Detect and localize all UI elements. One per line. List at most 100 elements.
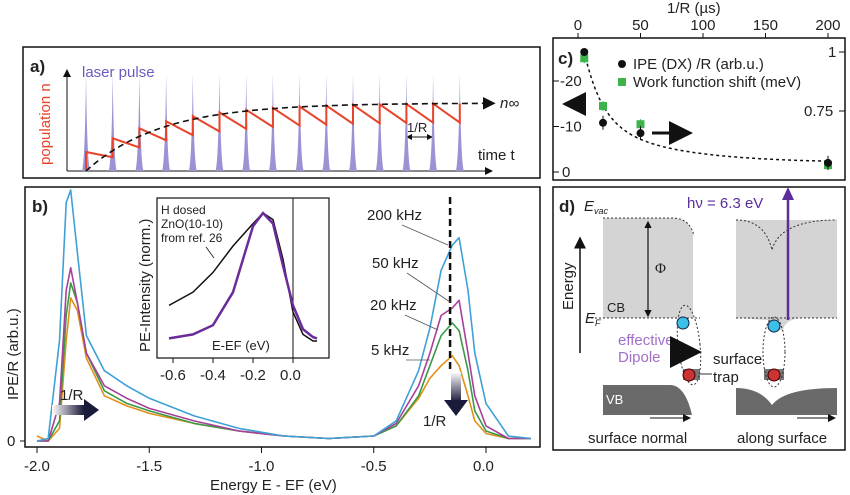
- x-tick-label: 0.0: [473, 458, 494, 475]
- data-point-work-function: [580, 54, 589, 63]
- inset-annotation: H dosed: [161, 203, 206, 217]
- inset-pointer: [205, 246, 215, 259]
- x-tick-label: 200: [815, 17, 840, 34]
- vb-label: VB: [606, 392, 623, 407]
- dipole-label: effective: [618, 332, 674, 349]
- panel-d-label: d): [559, 197, 575, 216]
- left-y-tick-label: -20: [560, 73, 582, 90]
- panel-a-frame: [22, 46, 541, 179]
- asymptote-curve: [85, 96, 496, 172]
- population-curve: [85, 101, 461, 171]
- trap-label: surface: [713, 351, 762, 368]
- y-axis-label: IPE/R (arb.u.): [5, 308, 22, 400]
- panel-b-label: b): [32, 197, 48, 216]
- valence-band-right: [736, 388, 837, 415]
- inset-series-line: [168, 211, 318, 340]
- hole-icon: [767, 368, 781, 382]
- y-tick-0: 0: [7, 433, 15, 450]
- inset-y-label: PE-Intensity (norm.): [137, 219, 154, 352]
- left-y-tick-label: 0: [562, 164, 570, 181]
- data-point-work-function: [599, 102, 607, 111]
- series-label: 20 kHz: [370, 297, 417, 314]
- arrow-label-left: 1/R: [60, 387, 84, 404]
- data-point-intensity: [580, 48, 589, 56]
- panel-b: b) IPE/R (arb.u.) Energy E - EF (eV) 0 -…: [5, 186, 541, 494]
- data-point-intensity: [636, 129, 645, 138]
- n-infinity-label: n∞: [500, 95, 519, 112]
- x-axis-label: time t: [478, 147, 516, 164]
- legend-marker-black: [618, 60, 626, 68]
- inset-x-tick-label: 0.0: [280, 367, 301, 384]
- inset-frame: [156, 197, 330, 359]
- x-tick-label: 150: [753, 17, 778, 34]
- series-label-pointer: [406, 272, 451, 303]
- period-label: 1/R: [407, 120, 427, 135]
- x-tick-label: -2.0: [24, 458, 50, 475]
- top-axis-label: 1/R (µs): [667, 0, 721, 17]
- panel-c: 1/R (µs) c) IPE (DX) /R (arb.u.) Work fu…: [552, 0, 846, 181]
- evac-line-left: [603, 217, 695, 237]
- evac-line-right: [735, 219, 838, 251]
- inset-x-tick-label: -0.4: [200, 367, 226, 384]
- arrow-label-right: 1/R: [423, 413, 447, 430]
- fit-curve: [583, 51, 829, 162]
- data-point-intensity: [824, 158, 832, 167]
- dipole-ellipse: [762, 316, 786, 388]
- x-axis-label: Energy E - EF (eV): [210, 477, 337, 494]
- cb-label: CB: [607, 300, 625, 315]
- phi-label: Φ: [655, 261, 666, 277]
- legend-label: IPE (DX) /R (arb.u.): [633, 56, 764, 73]
- x-tick-label: 50: [632, 17, 649, 34]
- along-surface-label: along surface: [737, 430, 827, 447]
- trap-label: trap: [713, 369, 739, 386]
- inset-x-tick-label: -0.2: [240, 367, 266, 384]
- panel-a-label: a): [30, 57, 45, 76]
- laser-pulse: [135, 73, 144, 171]
- energy-label: Energy: [560, 262, 577, 310]
- data-point-work-function: [636, 120, 645, 129]
- electron-icon: [767, 319, 781, 333]
- series-label: 200 kHz: [367, 207, 422, 224]
- right-y-tick-label: 0.75: [804, 103, 833, 120]
- series-label: 50 kHz: [372, 255, 419, 272]
- y-axis-label: population n: [37, 83, 54, 165]
- inset-x-label: E-EF (eV): [212, 338, 270, 353]
- series-label: 5 kHz: [371, 342, 409, 359]
- panel-c-label: c): [558, 49, 573, 68]
- arrow-head-icon: [444, 400, 468, 416]
- arrow-head-icon: [84, 399, 99, 421]
- inset-series-line: [168, 212, 317, 342]
- photon-label: hν = 6.3 eV: [687, 195, 763, 212]
- legend-label: Work function shift (meV): [633, 74, 801, 91]
- laser-pulse-label: laser pulse: [82, 64, 155, 81]
- dipole-label: Dipole: [618, 349, 661, 366]
- x-tick-label: 100: [690, 17, 715, 34]
- data-point-intensity: [599, 118, 607, 127]
- panel-c-frame: [552, 37, 846, 181]
- laser-pulse: [108, 73, 117, 171]
- arrow-right-peak: [451, 372, 461, 402]
- x-tick-label: -0.5: [361, 458, 387, 475]
- panel-d-frame: [552, 186, 846, 451]
- hole-icon: [682, 368, 696, 382]
- x-tick-label: -1.0: [249, 458, 275, 475]
- series-label-pointer: [401, 224, 449, 246]
- right-y-tick-label: 1: [828, 44, 836, 61]
- laser-pulse: [82, 73, 90, 171]
- series-line-200-kHz: [36, 189, 531, 442]
- legend-marker-green: [618, 78, 626, 86]
- valence-band-left: [603, 385, 692, 415]
- inset-x-tick-label: -0.6: [160, 367, 186, 384]
- inset-annotation: from ref. 26: [161, 231, 223, 245]
- inset-annotation: ZnO(10-10): [161, 217, 223, 231]
- electron-icon: [676, 316, 690, 330]
- series-label-pointer: [404, 314, 439, 331]
- panel-d: d) Evac EF Energy Φ CB VB effective Dipo…: [552, 186, 846, 451]
- left-y-tick-label: -10: [560, 119, 582, 136]
- ef-label: EF: [585, 310, 601, 328]
- conduction-band-right: [736, 220, 837, 331]
- panel-a: a) population n laser pulse time t n∞ 1/…: [22, 46, 541, 179]
- arrow-left-peak: [52, 405, 84, 415]
- panel-b-frame: [24, 186, 541, 448]
